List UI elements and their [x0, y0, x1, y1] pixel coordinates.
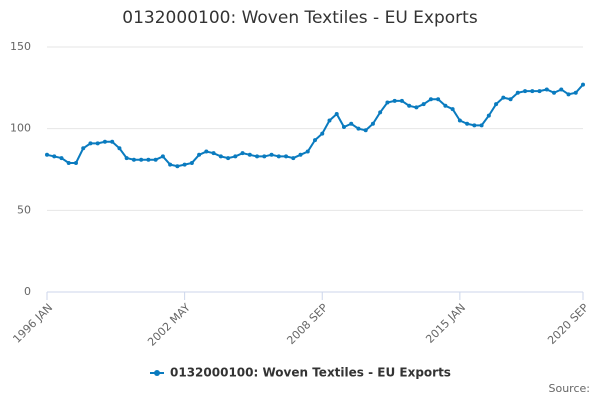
data-point [131, 157, 136, 162]
data-point [73, 160, 78, 165]
data-point [52, 154, 57, 159]
data-point [233, 154, 238, 159]
data-point [102, 139, 107, 144]
data-point [276, 154, 281, 159]
data-point [146, 157, 151, 162]
data-point [486, 113, 491, 118]
data-point [581, 82, 585, 87]
data-point [124, 156, 129, 161]
data-point [59, 156, 64, 161]
legend-label: 0132000100: Woven Textiles - EU Exports [170, 366, 451, 380]
x-tick-label: 2020 SEP [545, 301, 591, 347]
data-point [530, 89, 535, 94]
data-point [218, 154, 223, 159]
data-point [552, 90, 557, 95]
data-point [95, 141, 100, 146]
data-point [537, 89, 542, 94]
y-tick-label: 50 [17, 203, 31, 216]
data-point [559, 87, 564, 92]
chart-title: 0132000100: Woven Textiles - EU Exports [122, 8, 478, 28]
data-point [189, 160, 194, 165]
data-point [465, 121, 470, 126]
data-point [110, 139, 115, 144]
data-point [428, 97, 433, 102]
data-point [399, 98, 404, 103]
data-point [313, 138, 317, 143]
data-point [226, 156, 231, 161]
data-point [262, 154, 267, 159]
data-point [378, 110, 383, 115]
data-point [45, 152, 49, 157]
data-point [298, 152, 303, 157]
x-tick-label: 1996 JAN [10, 301, 55, 346]
data-point [291, 156, 296, 161]
data-point [508, 97, 513, 102]
data-point [385, 100, 390, 105]
data-point [182, 162, 187, 167]
data-point [320, 131, 325, 136]
data-point [392, 98, 397, 103]
data-point [479, 123, 484, 128]
data-point [305, 149, 310, 154]
data-point [66, 160, 71, 165]
data-point [370, 121, 375, 126]
data-point [153, 157, 158, 162]
x-tick-label: 2015 JAN [423, 301, 468, 346]
data-point [421, 102, 426, 107]
x-tick-label: 2008 SEP [284, 301, 330, 347]
legend-marker [154, 370, 160, 376]
data-point [255, 154, 260, 159]
data-point [240, 151, 245, 156]
data-point [269, 152, 274, 157]
data-point [204, 149, 209, 154]
data-point [284, 154, 289, 159]
data-point [450, 107, 455, 112]
data-point [457, 118, 462, 123]
x-tick-label: 2002 MAY [145, 301, 193, 349]
data-point [88, 141, 93, 146]
source-label: Source: [549, 382, 591, 395]
data-point [363, 128, 368, 133]
data-point [349, 121, 354, 126]
data-point [175, 164, 180, 169]
data-point [117, 146, 122, 151]
data-point [523, 89, 528, 94]
data-point [139, 157, 144, 162]
y-tick-label: 100 [10, 122, 31, 135]
data-point [334, 111, 339, 116]
data-point [341, 125, 346, 130]
data-point [407, 103, 412, 108]
data-point [566, 92, 571, 97]
data-point [573, 90, 578, 95]
data-point [247, 152, 252, 157]
data-point [356, 126, 361, 131]
data-point [327, 118, 332, 123]
data-point [211, 151, 216, 156]
data-point [544, 87, 549, 92]
y-tick-label: 0 [24, 285, 31, 298]
data-point [443, 103, 448, 108]
data-point [515, 90, 520, 95]
data-point [168, 162, 173, 167]
data-point [472, 123, 477, 128]
data-point [160, 154, 165, 159]
data-point [436, 97, 441, 102]
y-tick-label: 150 [10, 40, 31, 53]
data-point [501, 95, 506, 100]
data-point [81, 146, 86, 151]
data-point [494, 102, 499, 107]
data-point [197, 152, 202, 157]
data-point [414, 105, 419, 110]
